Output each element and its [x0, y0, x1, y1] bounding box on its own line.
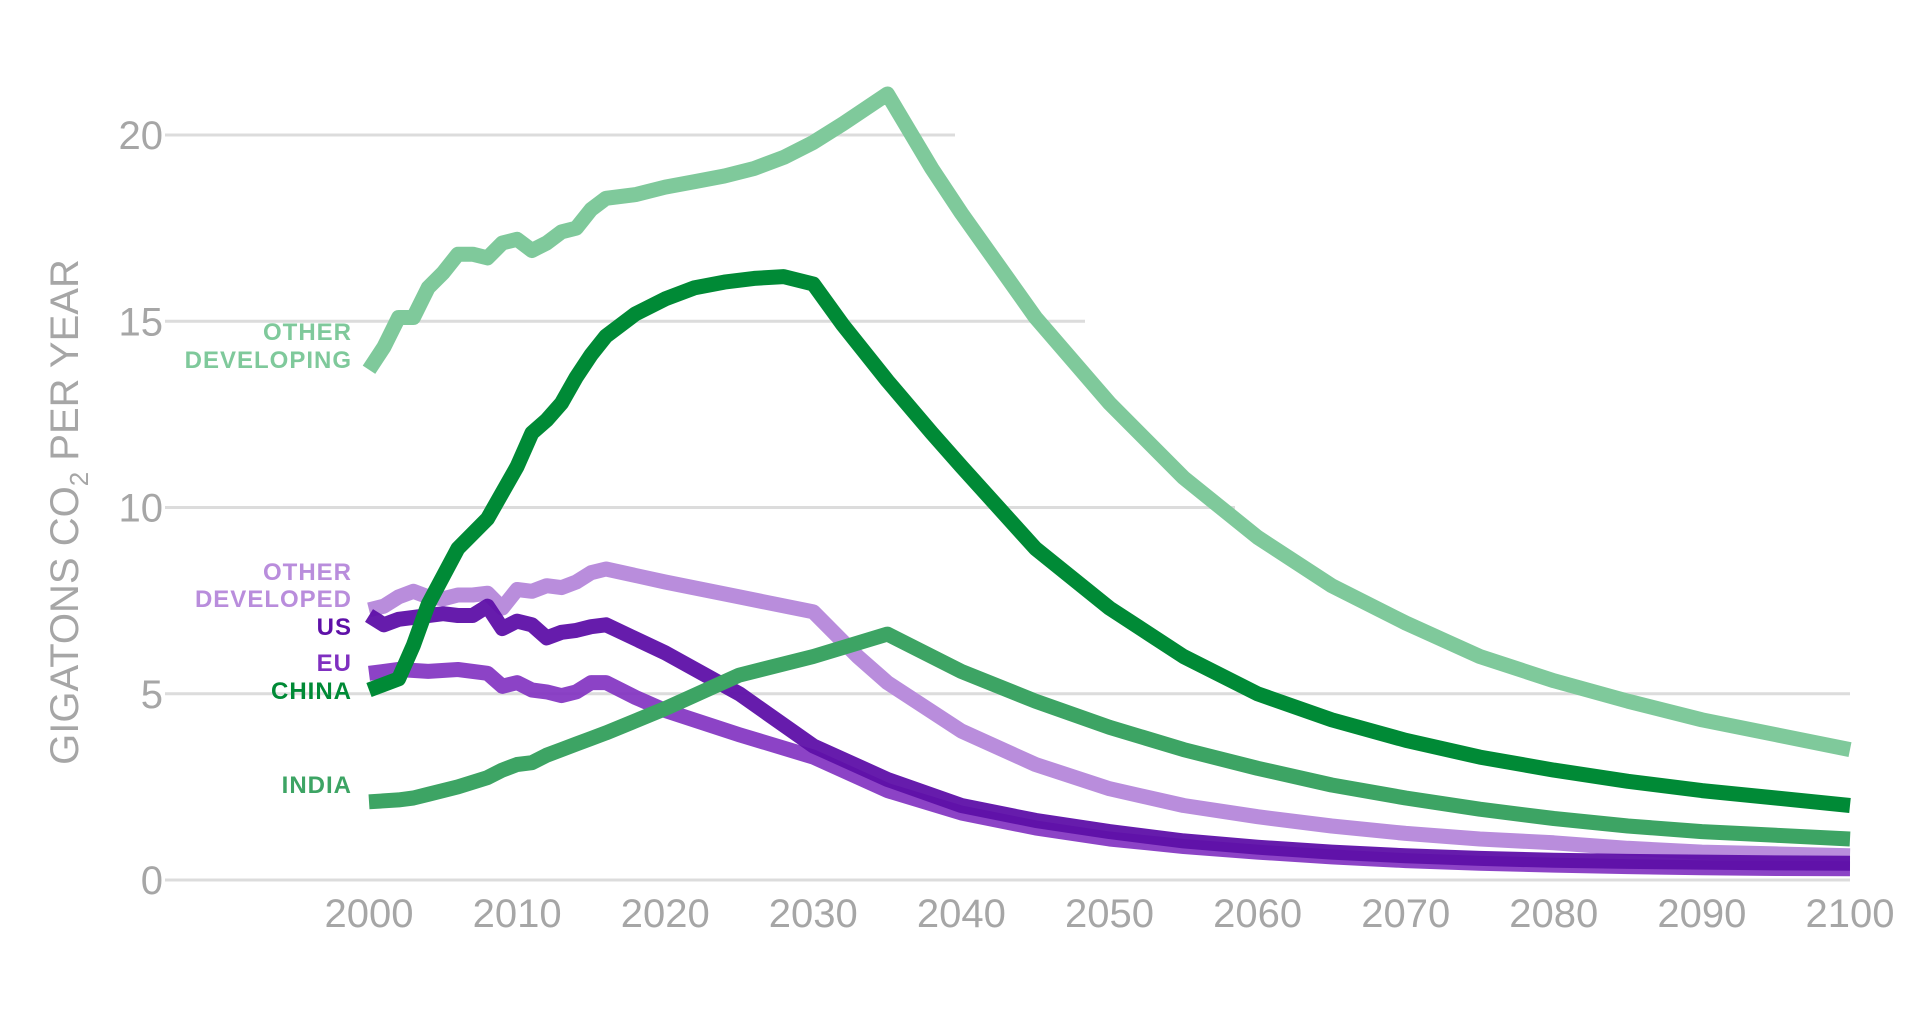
x-tick-label-2040: 2040	[917, 892, 1006, 936]
series-line-other-developing	[369, 94, 1850, 750]
y-tick-label-0: 0	[141, 859, 163, 903]
series-line-india	[369, 634, 1850, 839]
x-tick-label-2080: 2080	[1509, 892, 1598, 936]
x-tick-label-2070: 2070	[1361, 892, 1450, 936]
y-tick-label-5: 5	[141, 673, 163, 717]
x-tick-label-2060: 2060	[1213, 892, 1302, 936]
series-label-india: INDIA	[282, 772, 352, 799]
series-labels: OTHERDEVELOPINGOTHERDEVELOPEDEUUSCHINAIN…	[185, 319, 352, 799]
series-label-china: CHINA	[271, 678, 352, 705]
series-label-other-developed-line1: OTHER	[263, 559, 352, 586]
x-tick-label-2090: 2090	[1657, 892, 1746, 936]
x-tick-label-2000: 2000	[325, 892, 414, 936]
y-axis-label: GIGATONS CO2 PER YEAR	[43, 259, 94, 765]
x-tick-label-2030: 2030	[769, 892, 858, 936]
emissions-line-chart: 0 5 10 15 20 2000 2010 2020 2030 2040 2050 2060 207…	[0, 0, 1920, 1014]
x-tick-label-2100: 2100	[1806, 892, 1895, 936]
x-tick-label-2020: 2020	[621, 892, 710, 936]
x-axis-ticks: 2000 2010 2020 2030 2040 2050 2060 2070 2080 2090…	[325, 892, 1895, 936]
x-tick-label-2050: 2050	[1065, 892, 1154, 936]
series-label-eu: EU	[317, 650, 352, 677]
series-label-other-developing-line2: DEVELOPING	[185, 347, 352, 374]
x-tick-label-2010: 2010	[473, 892, 562, 936]
series-label-other-developing-line1: OTHER	[263, 319, 352, 346]
series-lines	[369, 94, 1850, 869]
y-axis-ticks: 0 5 10 15 20	[119, 114, 164, 903]
y-tick-label-20: 20	[119, 114, 164, 158]
y-tick-label-10: 10	[119, 487, 164, 531]
series-label-other-developed-line2: DEVELOPED	[195, 586, 352, 613]
series-label-us: US	[317, 614, 352, 641]
y-tick-label-15: 15	[119, 300, 164, 344]
